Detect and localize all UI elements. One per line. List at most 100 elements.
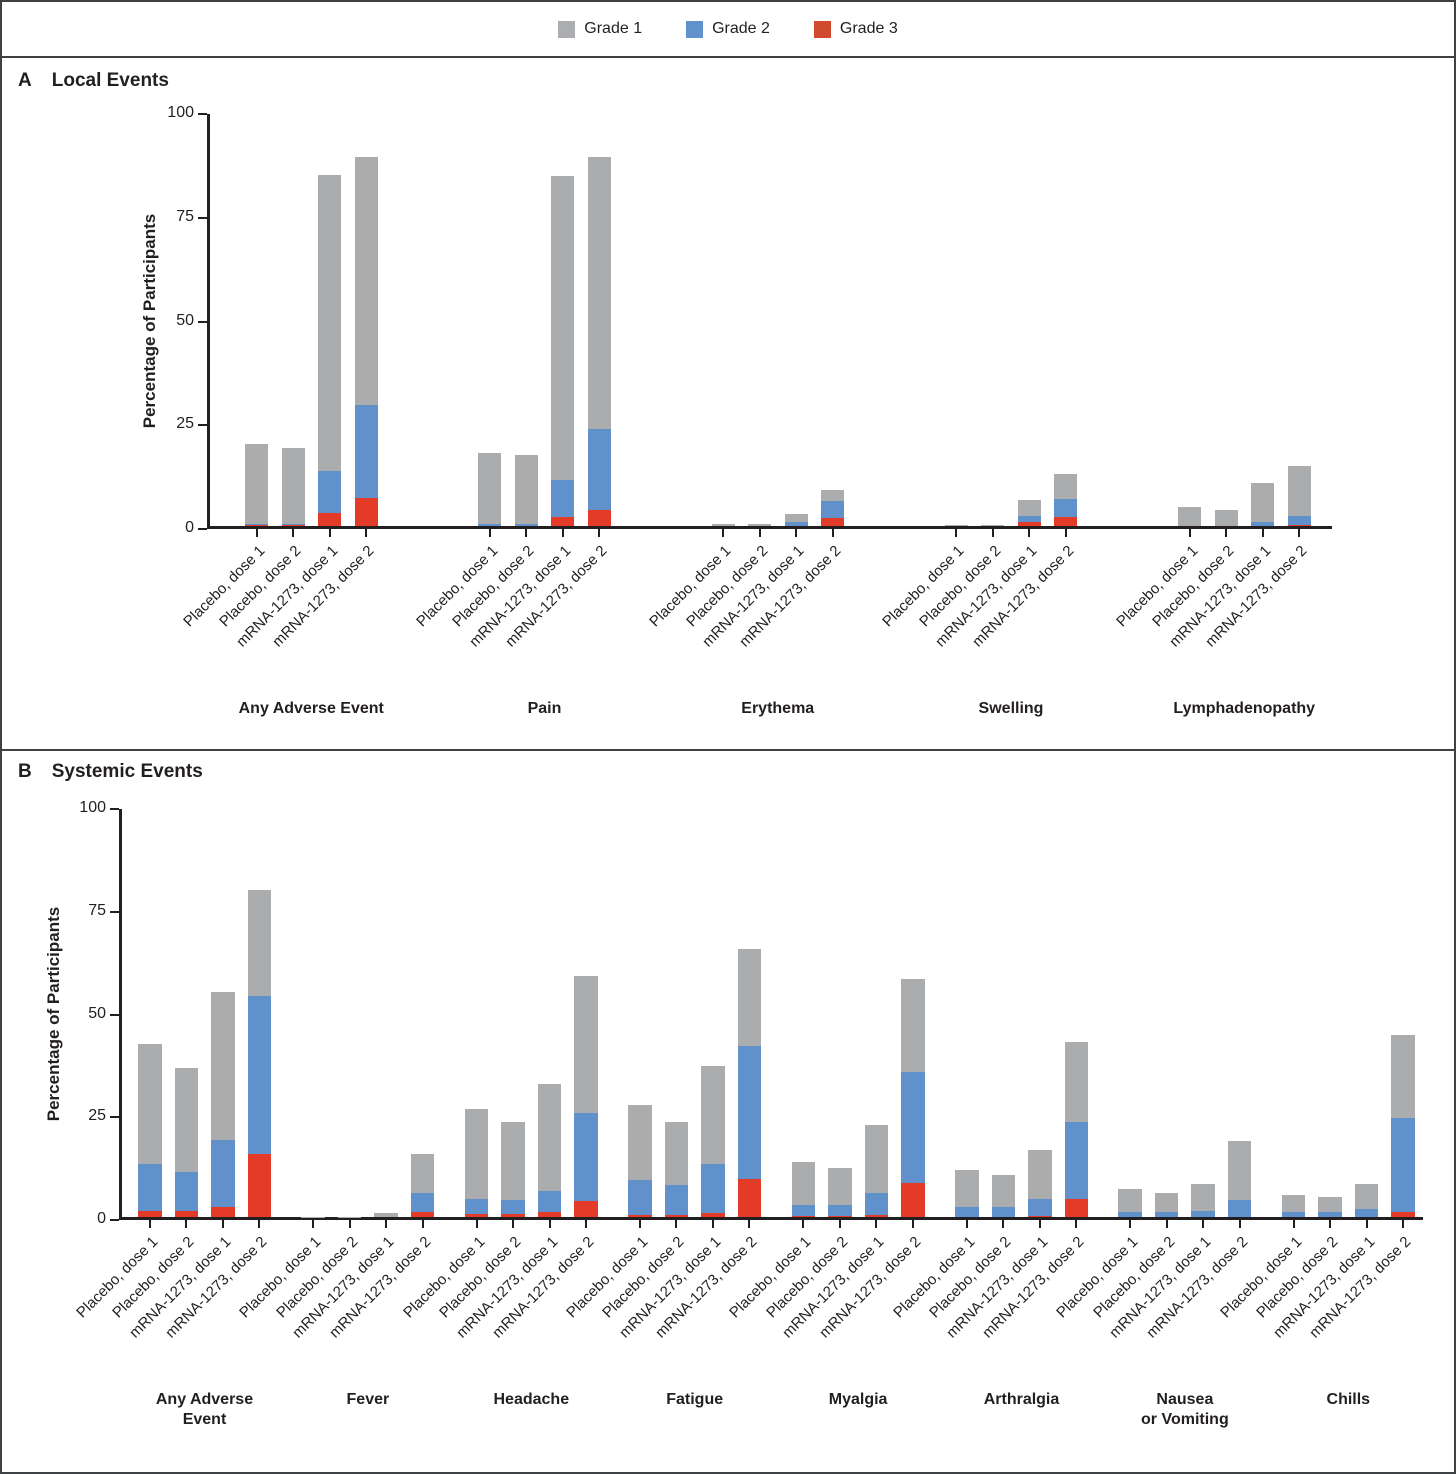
- bar-segment-grade1: [1178, 506, 1201, 526]
- x-tick-mark: [292, 529, 294, 537]
- panel-a-letter: A: [18, 70, 32, 91]
- bar-segment-grade2: [1287, 515, 1311, 525]
- bar-segment-grade2: [1118, 1212, 1142, 1217]
- x-tick-mark: [911, 1220, 914, 1228]
- bar-segment-grade1: [664, 1122, 689, 1185]
- bar-segment-grade1: [354, 156, 378, 406]
- x-tick-mark: [598, 529, 601, 537]
- x-tick-mark: [638, 1220, 641, 1228]
- bar-segment-grade3: [737, 1179, 762, 1217]
- bar-segment-grade3: [211, 1206, 235, 1217]
- bar-segment-grade1: [410, 1154, 435, 1194]
- x-tick-mark: [1298, 529, 1300, 537]
- bar-segment-grade3: [245, 525, 268, 526]
- bar-segment-grade2: [551, 480, 575, 517]
- panel-a-title-text: Local Events: [51, 70, 169, 91]
- y-tick-label: 50: [88, 1004, 106, 1022]
- x-tick-mark: [1402, 1220, 1405, 1228]
- bar-segment-grade3: [1287, 524, 1311, 526]
- bar-segment-grade2: [211, 1139, 235, 1207]
- x-tick-mark: [1225, 529, 1227, 537]
- y-tick-label: 100: [167, 104, 194, 121]
- legend: Grade 1 Grade 2 Grade 3: [2, 2, 1454, 58]
- bar-segment-grade3: [587, 510, 611, 526]
- bar-segment-grade2: [701, 1164, 725, 1213]
- bar-segment-grade1: [1028, 1150, 1052, 1200]
- y-tick-label: 100: [79, 799, 106, 816]
- bar-segment-grade1: [337, 1216, 362, 1217]
- y-tick-mark: [198, 113, 207, 115]
- y-tick-label: 75: [176, 207, 194, 225]
- bar-segment-grade1: [501, 1122, 525, 1201]
- bar-segment-grade1: [478, 452, 502, 525]
- panel-b-y-axis-label: Percentage of Participants: [44, 906, 63, 1122]
- x-tick-mark: [585, 1220, 588, 1228]
- x-tick-mark: [1365, 1220, 1368, 1228]
- bar-segment-grade1: [1054, 474, 1078, 500]
- x-tick-mark: [328, 529, 331, 537]
- bar-segment-grade3: [664, 1215, 689, 1217]
- bar-segment-grade3: [464, 1213, 489, 1217]
- bar-segment-grade2: [281, 523, 305, 526]
- x-tick-mark: [385, 1220, 388, 1228]
- bar-segment-grade2: [138, 1164, 162, 1212]
- y-tick-mark: [110, 910, 119, 913]
- bar-segment-grade1: [711, 524, 735, 526]
- bar-segment-grade1: [245, 443, 268, 524]
- bar-segment-grade2: [664, 1184, 689, 1216]
- x-tick-mark: [1075, 1220, 1078, 1228]
- bar-segment-grade2: [1154, 1212, 1179, 1217]
- group-label: Arthralgia: [983, 1391, 1060, 1408]
- bar-segment-grade1: [828, 1167, 852, 1206]
- bar-segment-grade1: [1281, 1194, 1306, 1212]
- y-tick-mark: [198, 528, 207, 530]
- x-tick-mark: [312, 1220, 315, 1228]
- x-tick-mark: [748, 1220, 751, 1228]
- bar-segment-grade3: [501, 1214, 525, 1217]
- bar-segment-grade3: [247, 1154, 271, 1217]
- bar-segment-grade1: [701, 1065, 725, 1165]
- x-tick-mark: [955, 529, 958, 537]
- bar-segment-grade3: [410, 1212, 435, 1217]
- bar-segment-grade1: [1287, 466, 1311, 516]
- bar-segment-grade2: [784, 522, 808, 526]
- legend-item-3: Grade 3: [813, 20, 898, 38]
- bar-segment-grade2: [537, 1191, 562, 1212]
- bar-segment-grade3: [1028, 1215, 1052, 1217]
- y-tick-label: 25: [88, 1107, 106, 1125]
- bar-segment-grade3: [138, 1211, 162, 1217]
- bar-segment-grade2: [1251, 521, 1274, 526]
- y-tick-mark: [198, 424, 207, 427]
- bar-segment-grade3: [628, 1215, 652, 1217]
- bar-segment-grade2: [991, 1207, 1015, 1217]
- y-tick-label: 25: [176, 415, 194, 433]
- group-label: Chills: [1326, 1391, 1371, 1408]
- group-label: Myalgia: [828, 1391, 888, 1408]
- bar-segment-grade3: [791, 1216, 816, 1217]
- x-tick-mark: [1329, 1220, 1332, 1228]
- x-tick-mark: [802, 1220, 805, 1228]
- bar-segment-grade1: [1391, 1034, 1415, 1119]
- bar-segment-grade1: [537, 1083, 562, 1192]
- bar-segment-grade3: [821, 518, 844, 526]
- bar-segment-grade2: [245, 523, 268, 526]
- bar-segment-grade2: [574, 1112, 598, 1202]
- group-label: Any Adverse Event: [155, 1391, 254, 1428]
- bar-segment-grade1: [574, 976, 598, 1113]
- bar-segment-grade2: [318, 471, 341, 513]
- bar-segment-grade1: [514, 455, 538, 525]
- bar-segment-grade2: [514, 524, 538, 526]
- y-tick-mark: [110, 1013, 119, 1016]
- bar-segment-grade2: [955, 1207, 979, 1217]
- bar-segment-grade3: [1017, 522, 1041, 526]
- x-tick-mark: [1165, 1220, 1168, 1228]
- bar-segment-grade2: [828, 1205, 852, 1217]
- bar-segment-grade3: [318, 512, 341, 526]
- bar-segment-grade2: [864, 1192, 889, 1215]
- bar-segment-grade3: [1391, 1212, 1415, 1217]
- bar-segment-grade1: [1227, 1140, 1252, 1201]
- bar-segment-grade2: [174, 1171, 198, 1212]
- bar-segment-grade1: [551, 176, 575, 481]
- x-tick-mark: [488, 529, 491, 537]
- bar-segment-grade2: [1017, 516, 1041, 523]
